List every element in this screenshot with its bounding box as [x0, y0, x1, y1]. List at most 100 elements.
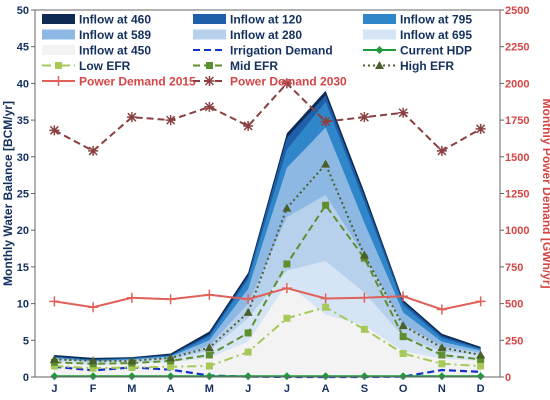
- point-current-hdp: [50, 372, 59, 381]
- legend-label-power-demand-2030: Power Demand 2030: [230, 75, 347, 89]
- legend-swatch-inflow-at-795: [363, 14, 396, 24]
- point-current-hdp: [476, 372, 485, 381]
- point-high-efr: [243, 307, 253, 316]
- x-tick-label: M: [205, 383, 214, 395]
- left-tick-label: 45: [17, 42, 29, 54]
- point-high-efr: [127, 356, 137, 365]
- legend-swatch-inflow-at-589: [42, 29, 75, 40]
- line-low-efr: [54, 306, 481, 370]
- legend-swatch-inflow-at-460: [42, 14, 75, 24]
- right-axis-title: Monthly Power Demand [GWh/yr]: [540, 98, 550, 288]
- x-tick-label: J: [51, 383, 57, 395]
- point-power-demand-2030: [320, 116, 331, 127]
- legend: Inflow at 460 Inflow at 120 Inflow at 795I…: [42, 13, 472, 89]
- legend-swatch-inflow-at-450: [42, 45, 75, 55]
- point-low-efr: [205, 362, 213, 370]
- left-tick-label: 25: [17, 189, 29, 201]
- point-power-demand-2030: [165, 115, 176, 126]
- point-current-hdp: [205, 372, 214, 381]
- point-power-demand-2030: [243, 120, 254, 131]
- left-tick-label: 15: [17, 262, 29, 274]
- point-high-efr: [476, 350, 486, 359]
- point-current-hdp: [166, 372, 175, 381]
- point-low-efr: [283, 314, 291, 322]
- point-power-demand-2015: [320, 293, 331, 304]
- x-tick-label: D: [477, 383, 485, 395]
- point-power-demand-2015: [49, 296, 60, 307]
- point-high-efr: [49, 354, 59, 363]
- point-power-demand-2015: [398, 291, 409, 302]
- legend-label-power-demand-2015: Power Demand 2015: [79, 75, 196, 89]
- point-power-demand-2030: [126, 112, 137, 123]
- point-mid-efr: [399, 333, 407, 341]
- point-high-efr: [166, 353, 176, 362]
- x-tick-label: J: [284, 383, 290, 395]
- right-tick-label: 250: [505, 335, 523, 347]
- right-tick-label: 1000: [505, 225, 529, 237]
- point-power-demand-2015: [88, 302, 99, 313]
- left-axis-title: Monthly Water Balance [BCM/yr]: [1, 101, 15, 286]
- point-low-efr: [360, 325, 368, 333]
- line-power-demand-2030: [53, 81, 482, 153]
- legend-label-low-efr: Low EFR: [79, 59, 131, 73]
- left-tick-label: 5: [23, 335, 29, 347]
- x-tick-label: M: [127, 383, 136, 395]
- legend-marker-power-demand-2015: [53, 76, 64, 86]
- point-mid-efr: [244, 329, 252, 337]
- point-high-efr: [88, 356, 98, 365]
- x-tick-label: O: [399, 383, 408, 395]
- left-tick-label: 30: [17, 152, 29, 164]
- point-current-hdp: [321, 372, 330, 381]
- point-mid-efr: [438, 351, 446, 359]
- point-power-demand-2030: [475, 123, 486, 134]
- right-tick-label: 0: [505, 372, 511, 384]
- point-low-efr: [128, 363, 136, 371]
- point-current-hdp: [89, 372, 98, 381]
- area-inflow-at-450: [54, 283, 481, 377]
- legend-label-inflow-at-795: Inflow at 795: [400, 13, 472, 27]
- legend-marker-mid-efr: [206, 62, 213, 69]
- left-tick-label: 35: [17, 115, 29, 127]
- point-high-efr: [398, 321, 408, 330]
- left-tick-label: 20: [17, 225, 29, 237]
- line-power-demand-2015: [54, 287, 481, 311]
- point-power-demand-2030: [398, 107, 409, 118]
- legend-label-mid-efr: Mid EFR: [230, 59, 278, 73]
- point-low-efr: [399, 350, 407, 358]
- point-current-hdp: [244, 372, 253, 381]
- legend-label-inflow-at-450: Inflow at 450: [79, 44, 151, 58]
- legend-marker-power-demand-2030: [204, 76, 215, 86]
- point-mid-efr: [477, 355, 485, 363]
- right-tick-label: 2250: [505, 42, 529, 54]
- point-current-hdp: [282, 372, 291, 381]
- point-mid-efr: [205, 351, 213, 359]
- point-power-demand-2015: [243, 294, 254, 305]
- point-power-demand-2030: [204, 101, 215, 112]
- axes: 0510152025303540455002505007501000125015…: [1, 5, 550, 395]
- point-high-efr: [321, 159, 331, 168]
- point-power-demand-2030: [49, 125, 60, 136]
- point-high-efr: [282, 203, 292, 212]
- inflow-areas: [54, 90, 481, 378]
- x-tick-label: S: [361, 383, 368, 395]
- right-tick-label: 1500: [505, 152, 529, 164]
- legend-label-high-efr: High EFR: [400, 59, 454, 73]
- legend-label-current-hdp: Current HDP: [400, 44, 472, 58]
- right-tick-label: 750: [505, 262, 523, 274]
- point-high-efr: [204, 343, 214, 352]
- point-power-demand-2015: [436, 304, 447, 315]
- x-tick-label: F: [90, 383, 97, 395]
- legend-label-inflow-at-460: Inflow at 460: [79, 13, 151, 27]
- x-tick-label: A: [322, 383, 330, 395]
- point-power-demand-2030: [281, 78, 292, 89]
- point-power-demand-2030: [436, 145, 447, 156]
- left-tick-label: 0: [23, 372, 29, 384]
- right-tick-label: 500: [505, 299, 523, 311]
- legend-swatch-inflow-at-280: [193, 29, 226, 40]
- point-power-demand-2015: [126, 292, 137, 303]
- point-low-efr: [50, 362, 58, 370]
- legend-swatch-inflow-at-695: [363, 29, 396, 40]
- point-high-efr: [437, 343, 447, 352]
- point-high-efr: [359, 250, 369, 259]
